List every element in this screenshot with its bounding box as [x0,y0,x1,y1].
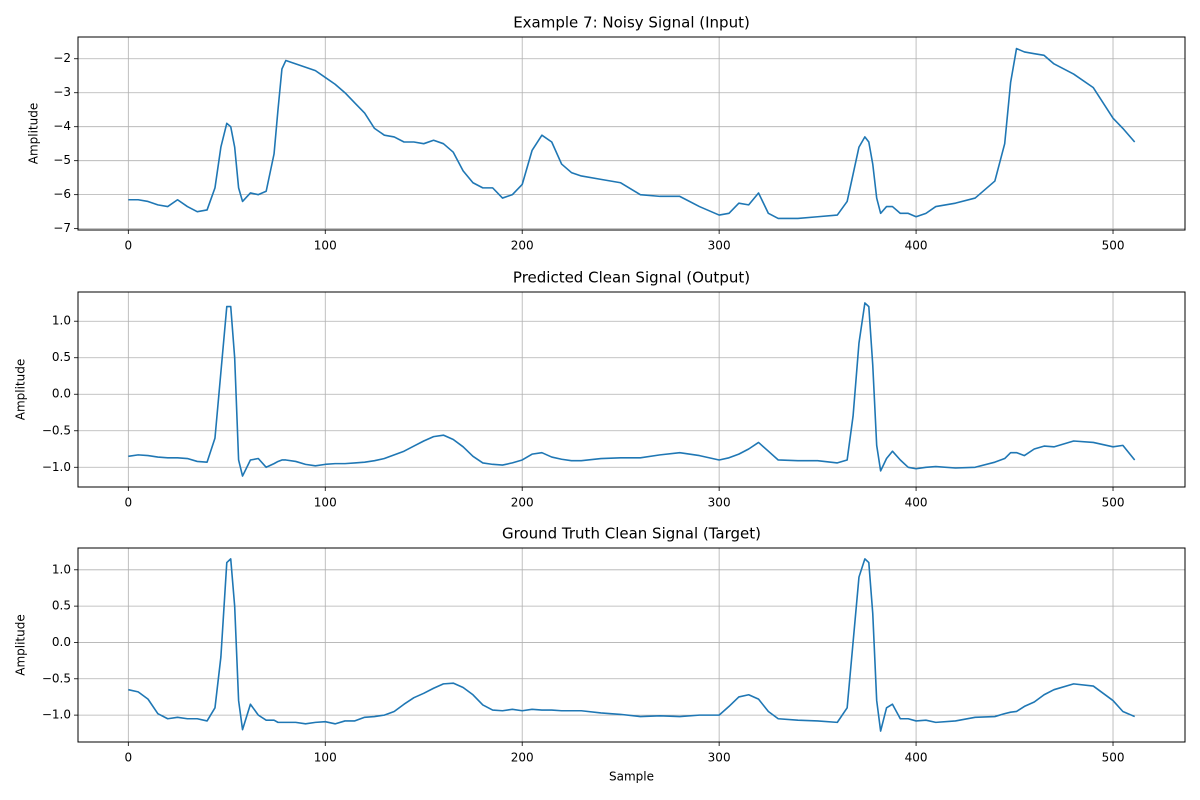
axes-frame [77,291,1186,488]
signal-line [128,558,1135,732]
x-tick-label: 400 [905,239,928,253]
axes-frame [77,547,1186,743]
chart-title: Example 7: Noisy Signal (Input) [513,14,750,32]
y-axis-label: Amplitude [14,614,28,676]
y-tick-label: −4 [53,119,71,133]
y-tick-label: −3 [53,85,71,99]
x-tick-label: 400 [905,496,928,510]
x-tick-label: 300 [708,496,731,510]
x-tick-label: 100 [314,496,337,510]
x-tick-label: 200 [511,496,534,510]
x-axis-label: Sample [609,770,654,784]
y-tick-label: 1.0 [52,562,71,576]
y-tick-label: −6 [53,187,71,201]
x-tick-label: 500 [1102,751,1125,765]
y-tick-label: 0.5 [52,350,71,364]
x-tick-label: 400 [905,751,928,765]
y-tick-label: 1.0 [52,314,71,328]
x-tick-label: 0 [124,496,132,510]
y-tick-label: −1.0 [42,460,71,474]
signal-line [128,47,1136,220]
x-tick-label: 500 [1102,496,1125,510]
x-tick-label: 200 [511,239,534,253]
x-tick-label: 100 [314,751,337,765]
x-tick-label: 100 [314,239,337,253]
x-tick-label: 500 [1102,239,1125,253]
y-tick-label: 0.0 [52,387,71,401]
x-tick-label: 0 [124,239,132,253]
y-tick-label: 0.5 [52,599,71,613]
chart-title: Ground Truth Clean Signal (Target) [502,525,761,543]
axes-frame [77,36,1186,231]
y-tick-label: −5 [53,153,71,167]
y-tick-label: −7 [53,221,71,235]
y-tick-label: −0.5 [42,671,71,685]
y-axis-label: Amplitude [14,359,28,421]
y-tick-label: 0.0 [52,635,71,649]
x-tick-label: 300 [708,751,731,765]
signal-line [128,302,1136,477]
x-tick-label: 0 [124,751,132,765]
y-tick-label: −1.0 [42,708,71,722]
x-tick-label: 300 [708,239,731,253]
y-axis-label: Amplitude [27,103,41,165]
chart-title: Predicted Clean Signal (Output) [513,269,750,287]
y-tick-label: −2 [53,51,71,65]
y-tick-label: −0.5 [42,423,71,437]
x-tick-label: 200 [511,751,534,765]
